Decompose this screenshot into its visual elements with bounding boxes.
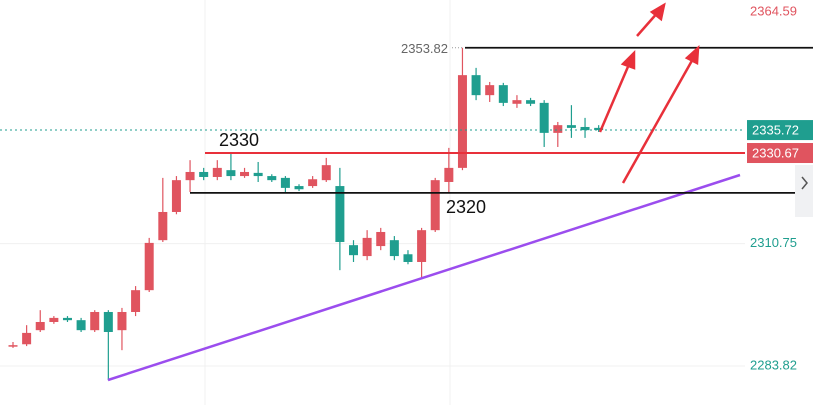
arrow: [621, 56, 696, 184]
candle-body: [594, 127, 604, 131]
candle-body: [553, 125, 563, 133]
y-tick-label: 2283.82: [750, 357, 797, 372]
arrow-head: [684, 44, 700, 65]
annotation: 2320: [446, 197, 486, 217]
candle-body: [103, 311, 113, 332]
candle-body: [185, 171, 195, 181]
high-label: 2353.82: [401, 41, 448, 56]
candle-body: [471, 75, 481, 96]
candle-body: [76, 320, 86, 331]
candle-body: [349, 245, 358, 256]
candle-body: [485, 85, 495, 96]
annotation: 2330: [219, 130, 259, 150]
candle-body: [362, 237, 372, 257]
y-tick-label: 2364.59: [750, 3, 797, 18]
candle-body: [376, 231, 386, 247]
candle-body: [8, 345, 18, 347]
arrow-head: [620, 49, 636, 70]
candle-body: [212, 167, 222, 177]
candle-body: [22, 332, 32, 345]
candle-body: [498, 85, 508, 103]
candle-body: [580, 126, 590, 131]
current-price-box: [747, 120, 813, 141]
current-price-label: 2335.72: [752, 122, 799, 137]
candle-body: [267, 176, 277, 181]
scroll-panel[interactable]: [795, 165, 813, 217]
candle-body: [144, 242, 154, 291]
marked-price-box: [747, 143, 813, 164]
candle-body: [62, 317, 72, 321]
candle-body: [389, 240, 399, 257]
candle-body: [457, 75, 467, 168]
candle-body: [321, 165, 331, 181]
candle-body: [280, 177, 290, 188]
arrows: [598, 2, 700, 184]
arrow: [598, 61, 632, 133]
chevron[interactable]: [801, 176, 808, 190]
candle-body: [158, 211, 168, 241]
arrow-head: [649, 2, 666, 22]
candle-body: [240, 171, 250, 177]
candle-body: [403, 254, 413, 262]
candle-body: [49, 317, 59, 322]
candle-body: [117, 311, 127, 331]
candle-body: [199, 171, 209, 177]
marked-price-label: 2330.67: [752, 145, 799, 160]
candle-body: [226, 170, 236, 177]
candle-body: [444, 167, 454, 182]
candle-body: [131, 290, 141, 312]
candle-body: [90, 311, 100, 331]
candle-body: [566, 125, 576, 128]
candle-body: [539, 102, 549, 133]
y-tick-label: 2310.75: [750, 235, 797, 250]
candle-body: [294, 186, 304, 190]
candle-body: [430, 180, 440, 231]
candle-body: [253, 172, 263, 177]
trend-line: [107, 173, 741, 382]
candle-body: [35, 321, 45, 331]
candle-body: [171, 180, 181, 212]
candle-body: [512, 100, 522, 104]
candle-body: [335, 186, 345, 242]
candle-body: [526, 100, 536, 104]
candle-body: [308, 179, 318, 187]
candle-body: [417, 230, 427, 262]
